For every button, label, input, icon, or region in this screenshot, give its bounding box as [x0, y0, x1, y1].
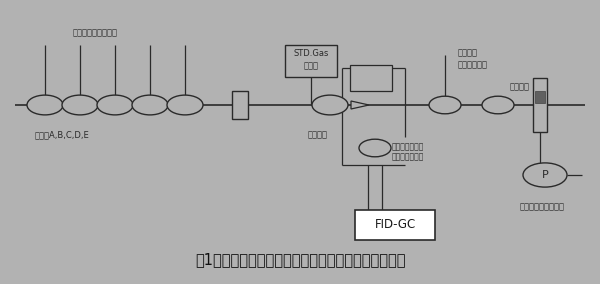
Bar — [535, 91, 545, 103]
Text: 注入口: 注入口 — [304, 61, 319, 70]
Text: STD.Gas: STD.Gas — [293, 49, 329, 58]
Text: 各サンプリング地点: 各サンプリング地点 — [73, 28, 118, 37]
Bar — [355, 210, 435, 240]
Ellipse shape — [482, 96, 514, 114]
Text: 電磁弁A,B,C,D,E: 電磁弁A,B,C,D,E — [35, 130, 90, 139]
Text: ルブ（注入弁）: ルブ（注入弁） — [392, 152, 424, 161]
Text: 電磁弁３: 電磁弁３ — [510, 82, 530, 91]
Ellipse shape — [97, 95, 133, 115]
Text: P: P — [542, 170, 548, 180]
Ellipse shape — [359, 139, 391, 157]
Text: （大気平衡）: （大気平衡） — [458, 60, 488, 69]
Ellipse shape — [167, 95, 203, 115]
Ellipse shape — [132, 95, 168, 115]
Text: 図1　メタン多点連続測定装置（オートサンプラー）: 図1 メタン多点連続測定装置（オートサンプラー） — [195, 252, 405, 268]
Text: サンプリングバ: サンプリングバ — [392, 142, 424, 151]
Ellipse shape — [312, 95, 348, 115]
Ellipse shape — [62, 95, 98, 115]
Bar — [533, 78, 547, 132]
Text: サンプリングポンプ: サンプリングポンプ — [520, 202, 565, 211]
Text: FID-GC: FID-GC — [374, 218, 416, 231]
Bar — [350, 65, 392, 91]
Ellipse shape — [27, 95, 63, 115]
Bar — [232, 91, 248, 119]
Text: 電磁弁２: 電磁弁２ — [458, 48, 478, 57]
Text: 電磁弁１: 電磁弁１ — [308, 130, 328, 139]
Polygon shape — [351, 101, 369, 109]
Ellipse shape — [523, 163, 567, 187]
Bar — [285, 45, 337, 77]
Ellipse shape — [429, 96, 461, 114]
